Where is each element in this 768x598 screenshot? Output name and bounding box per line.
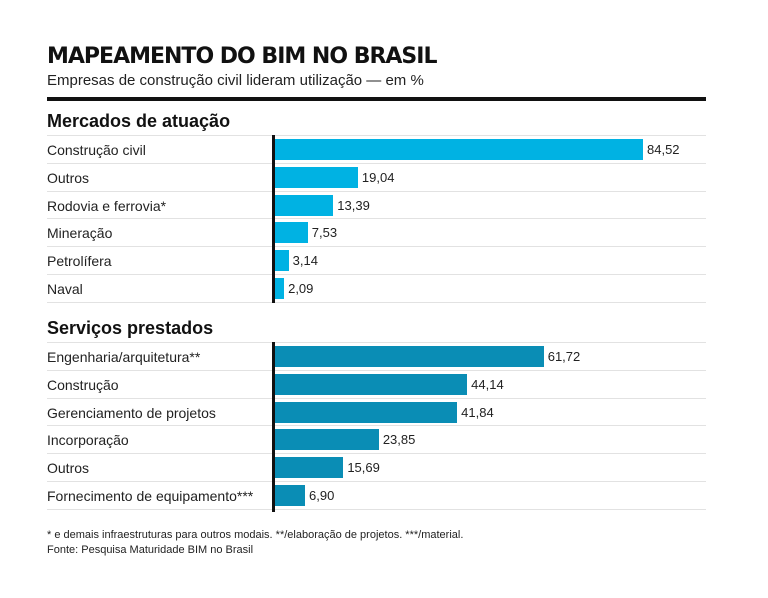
value-label: 41,84	[461, 404, 494, 420]
value-label: 15,69	[347, 460, 380, 476]
category-label: Construção civil	[47, 142, 146, 158]
bar	[275, 222, 308, 244]
value-label: 61,72	[547, 349, 581, 364]
value-label: 19,04	[361, 169, 395, 185]
category-label: Outros	[47, 169, 90, 186]
bar	[275, 373, 468, 395]
value-label: 2,09	[288, 281, 314, 296]
bar-row: Outros 19,04	[47, 162, 706, 192]
category-label: Fornecimento de equipamento***	[47, 488, 254, 504]
section-title-services: Serviços prestados	[47, 318, 214, 338]
value-label: 44,14	[471, 376, 504, 392]
category-label: Gerenciamento de projetos	[47, 404, 216, 421]
category-label: Outros	[47, 460, 90, 477]
category-label: Construção	[47, 376, 119, 393]
section-title-markets: Mercados de atuação	[47, 111, 231, 131]
category-label: Rodovia e ferrovia*	[47, 197, 167, 214]
category-label: Naval	[47, 281, 83, 297]
bar-row: Construção civil 84,52	[47, 135, 706, 164]
bar-row: Gerenciamento de projetos 41,84	[47, 397, 706, 427]
bar-row: Outros 15,69	[47, 453, 706, 482]
category-label: Incorporação	[47, 432, 129, 449]
bar	[275, 346, 544, 367]
category-label: Mineração	[47, 225, 113, 242]
title-rule	[47, 97, 706, 101]
bar-row: Construção 44,14	[47, 369, 706, 399]
value-label: 23,85	[382, 432, 416, 448]
bar	[275, 429, 379, 451]
bar	[275, 139, 643, 160]
bar	[275, 250, 289, 272]
source-note: Fonte: Pesquisa Maturidade BIM no Brasil	[47, 544, 254, 556]
value-label: 84,52	[647, 142, 680, 157]
bar	[275, 166, 358, 188]
value-label: 6,90	[309, 488, 335, 503]
value-label: 13,39	[337, 197, 370, 213]
markets-axis	[272, 135, 275, 303]
services-axis	[272, 342, 275, 512]
value-label: 3,14	[292, 253, 318, 269]
bar-row: Fornecimento de equipamento*** 6,90	[47, 481, 706, 510]
category-label: Engenharia/arquitetura**	[47, 349, 201, 365]
bar-row: Petrolífera 3,14	[47, 246, 706, 275]
bar	[275, 278, 285, 299]
bar-row: Naval 2,09	[47, 274, 706, 303]
bar-row: Rodovia e ferrovia* 13,39	[47, 190, 706, 220]
chart-title: MAPEAMENTO DO BIM NO BRASIL	[47, 44, 437, 69]
bar	[275, 485, 306, 506]
bar-row: Engenharia/arquitetura** 61,72	[47, 342, 706, 371]
section-bottom-line	[47, 301, 706, 303]
bar	[275, 401, 458, 423]
value-label: 7,53	[311, 225, 338, 241]
bar	[275, 194, 334, 216]
footnote: * e demais infraestruturas para outros m…	[47, 529, 464, 541]
bar-row: Incorporação 23,85	[47, 425, 706, 454]
bar	[275, 457, 344, 479]
bar-row: Mineração 7,53	[47, 218, 706, 247]
section-bottom-line	[47, 508, 706, 510]
chart-subtitle: Empresas de construção civil lideram uti…	[47, 72, 424, 89]
category-label: Petrolífera	[47, 253, 112, 270]
